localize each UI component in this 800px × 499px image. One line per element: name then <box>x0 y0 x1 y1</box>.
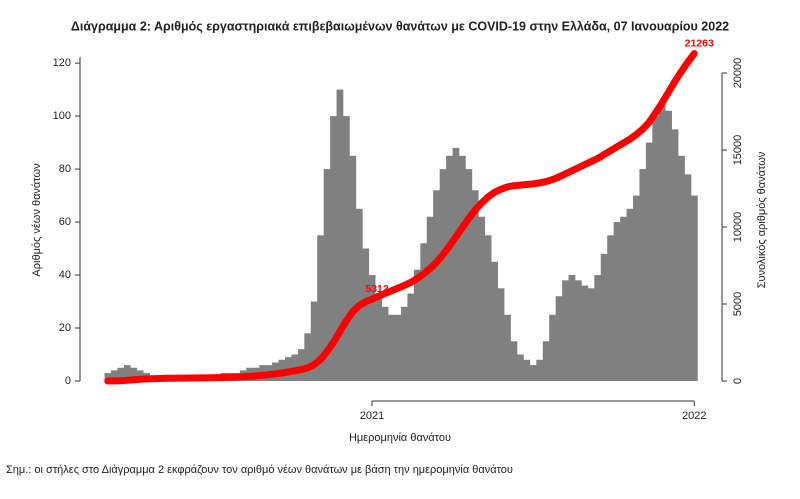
note: Σημ.: οι στήλες στο Διάγραμμα 2 εκφράζου… <box>6 464 513 476</box>
x-axis-label: Ημερομηνία θανάτου <box>349 432 451 444</box>
y-tick-label: 20 <box>59 322 71 334</box>
bar <box>665 110 672 381</box>
bar <box>671 129 679 381</box>
bar <box>684 174 692 381</box>
bar <box>375 296 382 381</box>
bar <box>362 248 370 381</box>
bar <box>343 116 350 382</box>
bar <box>349 155 357 381</box>
bar <box>633 195 640 381</box>
bar <box>607 235 614 381</box>
bar <box>368 275 376 381</box>
x-tick-label: 2022 <box>682 410 706 422</box>
bar <box>446 155 453 381</box>
bar <box>575 280 582 381</box>
y2-tick-label: 5000 <box>732 292 744 316</box>
bar <box>678 155 685 381</box>
bar <box>549 314 556 381</box>
bar <box>529 365 537 381</box>
bar <box>691 195 698 381</box>
bar <box>517 354 524 381</box>
chart-title: Διάγραμμα 2: Αριθμός εργαστηριακά επιβεβ… <box>71 19 729 33</box>
bar <box>323 169 331 381</box>
bar <box>439 169 447 381</box>
bar <box>381 306 389 381</box>
bar <box>510 341 518 381</box>
bar <box>658 102 666 382</box>
y2-tick-label: 0 <box>732 378 744 384</box>
bar <box>433 190 440 381</box>
bar <box>478 216 486 381</box>
y-tick-label: 40 <box>59 269 71 281</box>
y-tick-label: 120 <box>53 57 71 69</box>
bar <box>130 367 138 381</box>
y-tick-label: 0 <box>65 375 71 387</box>
bar <box>484 235 492 381</box>
bar <box>123 365 131 381</box>
bar <box>111 370 118 381</box>
y2-tick-label: 15000 <box>732 135 744 166</box>
bar <box>491 261 498 381</box>
y2-tick-label: 10000 <box>732 212 744 243</box>
y-tick-label: 60 <box>59 216 71 228</box>
bar <box>336 89 344 381</box>
bar <box>401 306 408 381</box>
bar <box>613 222 621 381</box>
bar <box>304 333 312 381</box>
y-tick-label: 80 <box>59 163 71 175</box>
bar <box>555 296 563 381</box>
bar <box>504 314 511 381</box>
y-tick-label: 100 <box>53 110 71 122</box>
bar <box>542 341 550 381</box>
bar <box>536 359 544 381</box>
bar <box>626 208 634 381</box>
bar <box>562 280 569 381</box>
bar <box>465 169 473 381</box>
bar <box>523 359 531 381</box>
bar <box>587 288 595 381</box>
bar <box>394 314 402 381</box>
bar <box>104 373 112 381</box>
bar <box>388 314 395 381</box>
bar <box>639 169 647 381</box>
x-tick-label: 2021 <box>360 410 384 422</box>
bar <box>581 285 589 381</box>
bar <box>459 155 466 381</box>
bar <box>497 288 505 381</box>
y2-tick-label: 20000 <box>732 58 744 89</box>
bar <box>568 275 576 381</box>
bar <box>600 253 608 381</box>
bar <box>117 367 125 381</box>
bar <box>426 216 434 381</box>
bar <box>645 142 653 381</box>
bar <box>471 190 479 381</box>
cumulative-line <box>104 50 698 385</box>
bar <box>297 349 305 381</box>
bar <box>452 147 460 381</box>
bar <box>652 116 660 382</box>
bar <box>407 293 415 381</box>
bar <box>310 301 318 381</box>
bar <box>317 235 324 381</box>
annotation: 5312 <box>365 283 389 295</box>
y-axis-label: Αριθμός νέων θανάτων <box>31 163 43 277</box>
annotation: 21263 <box>685 37 714 49</box>
bar <box>594 275 602 381</box>
bar <box>620 216 627 381</box>
bar <box>420 243 428 381</box>
bar <box>413 269 421 381</box>
bar <box>136 370 144 381</box>
y2-axis-label: Συνολικός αριθμός θανάτων <box>756 151 768 288</box>
bar <box>330 116 337 382</box>
bar <box>355 208 363 381</box>
